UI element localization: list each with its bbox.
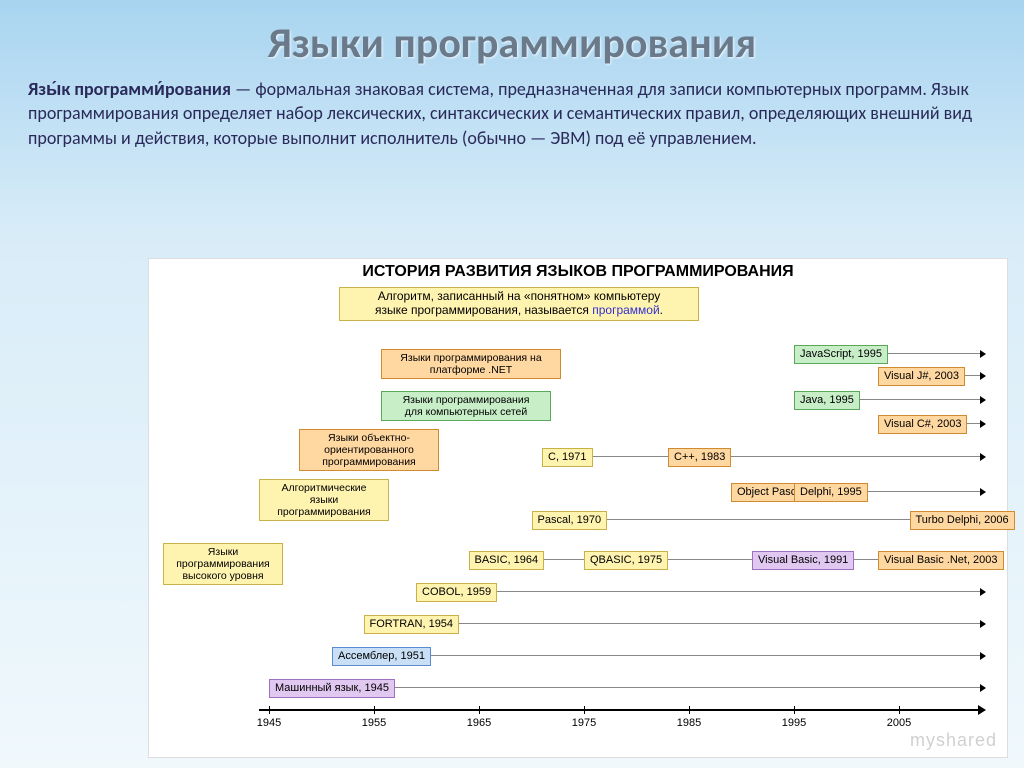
- language-box: Java, 1995: [794, 391, 860, 410]
- language-box: FORTRAN, 1954: [364, 615, 460, 634]
- category-label: Алгоритмическиеязыкипрограммирования: [259, 479, 389, 521]
- language-box: QBASIC, 1975: [584, 551, 668, 570]
- intro-line2c: .: [660, 303, 663, 317]
- watermark: myshared: [910, 730, 997, 751]
- category-label: Языкипрограммированиявысокого уровня: [163, 543, 283, 585]
- language-box: Pascal, 1970: [532, 511, 608, 530]
- timeline-arrow: [353, 655, 981, 656]
- language-box: Ассемблер, 1951: [332, 647, 431, 666]
- axis-tick-label: 1955: [362, 717, 386, 729]
- definition-term: Язы́к программи́рования: [28, 78, 231, 100]
- axis-tick: [479, 706, 480, 714]
- axis-tick-label: 1945: [257, 717, 281, 729]
- intro-line2a: языке программирования, называется: [375, 303, 592, 317]
- language-box: C, 1971: [542, 448, 593, 467]
- language-box: Visual C#, 2003: [878, 415, 967, 434]
- language-box: JavaScript, 1995: [794, 345, 888, 364]
- timeline-arrow: [437, 591, 981, 592]
- language-box: COBOL, 1959: [416, 583, 497, 602]
- axis-tick-label: 1995: [782, 717, 806, 729]
- category-label: Языки объектно-ориентированногопрограмми…: [299, 429, 439, 471]
- language-box: Машинный язык, 1945: [269, 679, 395, 698]
- language-box: Visual Basic .Net, 2003: [878, 551, 1004, 570]
- language-box: Visual J#, 2003: [878, 367, 965, 386]
- diagram-heading: ИСТОРИЯ РАЗВИТИЯ ЯЗЫКОВ ПРОГРАММИРОВАНИЯ: [149, 259, 1007, 283]
- axis-tick: [794, 706, 795, 714]
- category-label: Языки программированиядля компьютерных с…: [381, 391, 551, 421]
- intro-box: Алгоритм, записанный на «понятном» компь…: [339, 287, 699, 321]
- category-label: Языки программирования наплатформе .NET: [381, 349, 561, 379]
- axis-tick-label: 1975: [572, 717, 596, 729]
- language-box: BASIC, 1964: [469, 551, 545, 570]
- timeline-arrow: [563, 456, 981, 457]
- page-title: Языки программирования: [0, 0, 1024, 69]
- axis-tick: [269, 706, 270, 714]
- axis-tick: [374, 706, 375, 714]
- axis-tick: [899, 706, 900, 714]
- axis-tick-label: 2005: [887, 717, 911, 729]
- diagram-chart-area: Алгоритм, записанный на «понятном» компь…: [149, 283, 1007, 743]
- axis-tick: [584, 706, 585, 714]
- timeline-diagram: ИСТОРИЯ РАЗВИТИЯ ЯЗЫКОВ ПРОГРАММИРОВАНИЯ…: [148, 258, 1008, 758]
- axis-tick: [689, 706, 690, 714]
- language-box: Delphi, 1995: [794, 483, 868, 502]
- language-box: C++, 1983: [668, 448, 731, 467]
- intro-program-word: программой: [592, 303, 659, 317]
- language-box: Visual Basic, 1991: [752, 551, 854, 570]
- timeline-axis: [259, 709, 979, 711]
- timeline-arrow: [385, 623, 982, 624]
- definition-text: Язы́к программи́рования — формальная зна…: [0, 69, 1024, 154]
- axis-tick-label: 1985: [677, 717, 701, 729]
- intro-line1: Алгоритм, записанный на «понятном» компь…: [378, 289, 661, 303]
- language-box: Turbo Delphi, 2006: [910, 511, 1015, 530]
- axis-tick-label: 1965: [467, 717, 491, 729]
